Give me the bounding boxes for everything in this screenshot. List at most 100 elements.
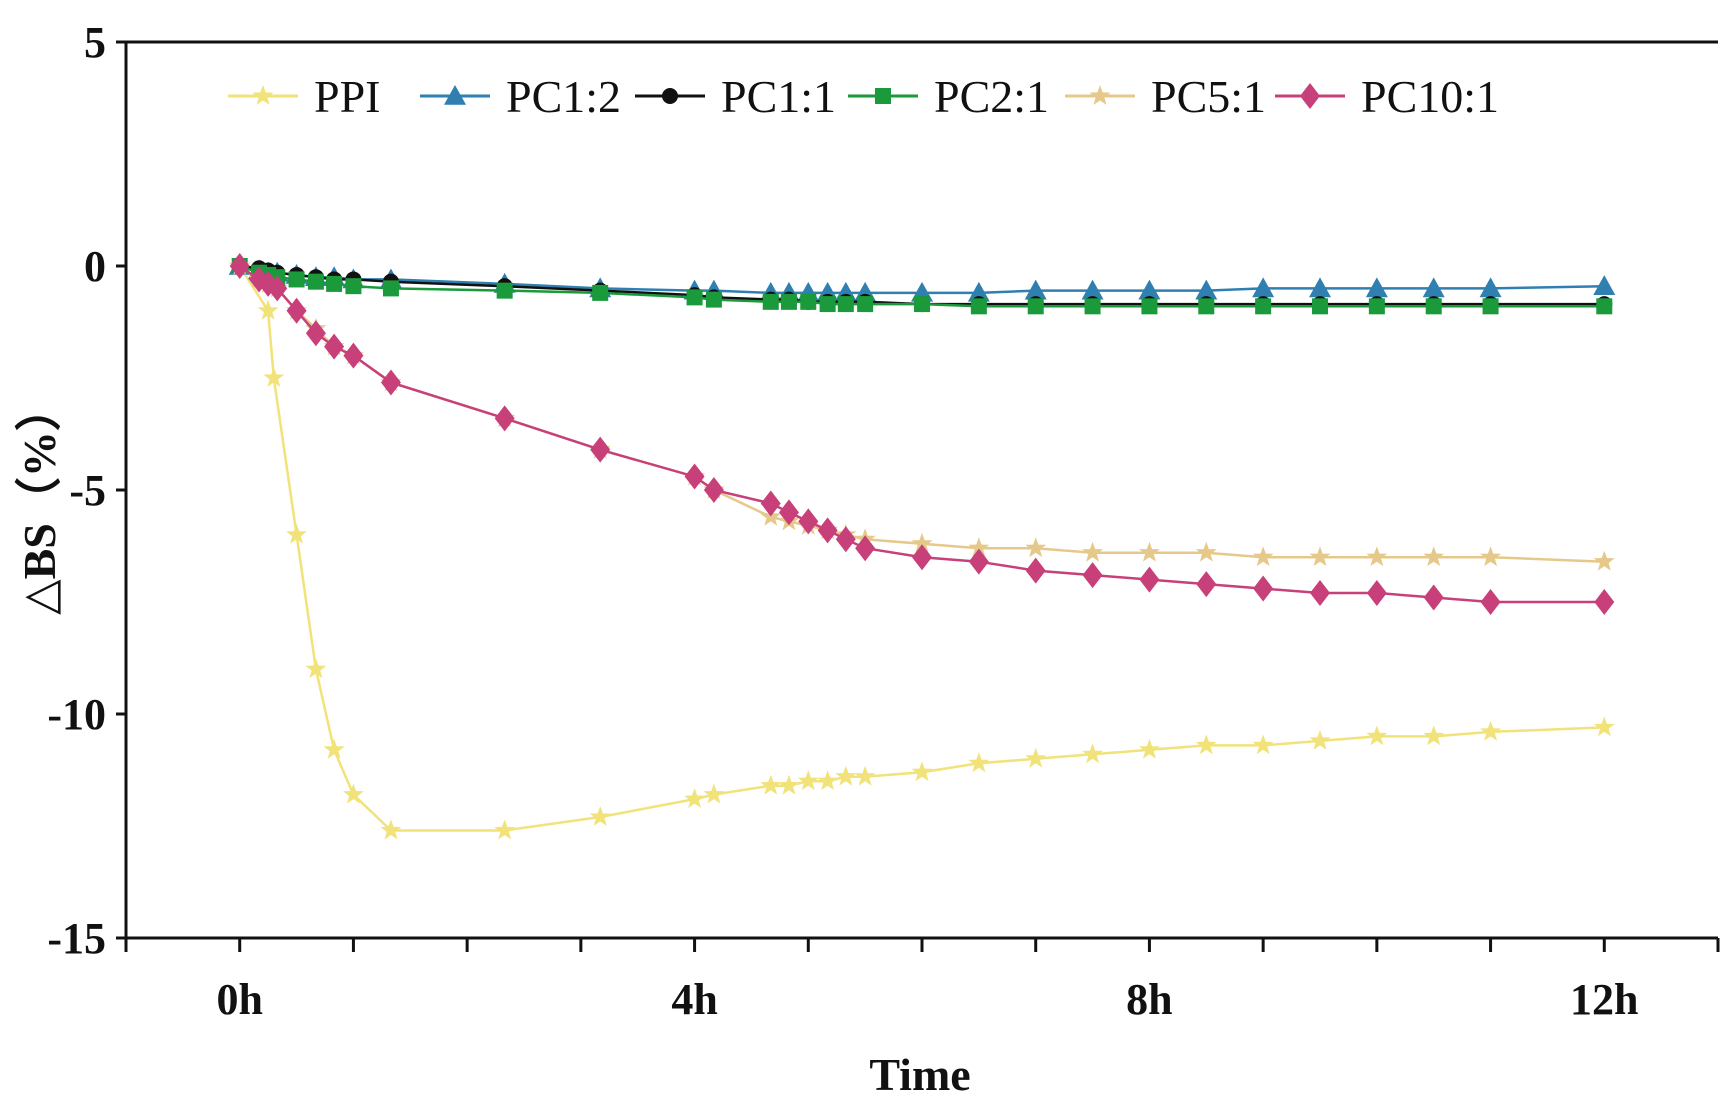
data-point-pc10-1 — [684, 463, 705, 490]
data-point-pc10-1 — [1082, 562, 1103, 589]
data-point-pc1-2 — [1252, 277, 1275, 298]
data-point-ppi — [1423, 725, 1445, 746]
data-point-pc2-1 — [288, 271, 305, 288]
data-point-ppi — [1593, 716, 1615, 737]
data-point-ppi — [778, 774, 800, 795]
legend-marker-pc10-1 — [1300, 83, 1320, 109]
data-point-pc2-1 — [1141, 298, 1158, 315]
data-point-pc10-1 — [968, 548, 989, 575]
data-point-ppi — [1480, 720, 1501, 741]
legend-item-pc1-1: PC1:1 — [635, 71, 836, 122]
legend-marker-pc2-1 — [875, 88, 891, 104]
data-point-pc2-1 — [914, 296, 930, 313]
data-point-pc2-1 — [592, 284, 609, 301]
data-point-pc2-1 — [1312, 298, 1328, 315]
legend-label-ppi: PPI — [314, 71, 380, 122]
data-point-pc2-1 — [837, 296, 854, 313]
data-point-ppi — [380, 819, 402, 840]
data-point-ppi — [1366, 725, 1388, 746]
data-point-pc5-1 — [1025, 537, 1047, 558]
y-tick-label: 5 — [84, 18, 106, 67]
data-point-pc2-1 — [1482, 298, 1499, 315]
legend-item-pc2-1: PC2:1 — [848, 71, 1049, 122]
data-point-pc2-1 — [307, 273, 324, 290]
data-point-ppi — [817, 770, 839, 791]
x-tick-label: 4h — [671, 975, 717, 1024]
data-point-pc10-1 — [380, 369, 401, 396]
data-point-pc2-1 — [1084, 298, 1101, 315]
data-point-pc1-2 — [1479, 277, 1502, 298]
data-point-pc2-1 — [686, 289, 703, 306]
data-point-ppi — [1082, 743, 1103, 764]
data-point-ppi — [854, 765, 876, 786]
x-axis-title: Time — [869, 1049, 970, 1100]
data-point-ppi — [968, 752, 990, 773]
data-point-pc10-1 — [855, 535, 876, 562]
data-point-pc10-1 — [590, 436, 611, 463]
data-point-pc10-1 — [760, 490, 781, 517]
x-tick-label: 0h — [216, 975, 262, 1024]
series-pc1-2 — [228, 255, 1616, 302]
legend: PPI PC1:2 PC1:1 PC2:1 PC5:1 PC10:1 — [228, 71, 1499, 122]
legend-item-pc10-1: PC10:1 — [1275, 71, 1499, 122]
axes: 5 0 -5 -10 -15 0h 4h 8h 12h — [47, 18, 1720, 1024]
data-point-pc5-1 — [968, 537, 990, 558]
data-point-ppi — [1139, 738, 1160, 759]
y-tick-label: 0 — [84, 242, 106, 291]
data-point-pc2-1 — [857, 296, 874, 313]
data-point-pc10-1 — [305, 320, 326, 347]
data-point-pc1-2 — [1309, 277, 1331, 298]
series-ppi — [229, 255, 1615, 840]
data-point-ppi — [760, 774, 782, 795]
data-point-pc1-2 — [1024, 279, 1047, 300]
data-point-pc5-1 — [1139, 541, 1160, 562]
data-point-pc1-2 — [1593, 275, 1616, 295]
y-tick-label: -5 — [69, 466, 106, 515]
data-point-pc5-1 — [1195, 541, 1217, 562]
data-point-pc10-1 — [1196, 571, 1217, 598]
data-point-ppi — [589, 806, 611, 826]
data-point-pc10-1 — [778, 499, 799, 526]
data-point-pc10-1 — [1253, 575, 1274, 602]
data-point-ppi — [1252, 734, 1274, 755]
data-point-pc5-1 — [1309, 546, 1331, 567]
data-point-pc10-1 — [798, 508, 819, 535]
data-point-pc10-1 — [343, 342, 364, 369]
data-point-pc10-1 — [286, 297, 307, 324]
legend-marker-pc1-2 — [444, 85, 466, 105]
data-point-pc2-1 — [496, 282, 513, 299]
data-point-pc2-1 — [326, 275, 343, 292]
data-point-pc10-1 — [324, 333, 345, 360]
data-point-pc5-1 — [1366, 546, 1388, 567]
data-point-pc10-1 — [912, 544, 932, 571]
legend-marker-ppi — [252, 85, 274, 105]
series-line-ppi — [238, 265, 1605, 832]
data-point-pc10-1 — [1310, 580, 1330, 607]
data-point-ppi — [323, 738, 345, 759]
data-point-ppi — [263, 367, 285, 387]
data-point-pc1-2 — [967, 281, 990, 302]
data-point-pc10-1 — [1480, 589, 1501, 615]
data-point-pc2-1 — [762, 293, 779, 310]
data-point-pc5-1 — [1423, 546, 1445, 567]
data-point-pc2-1 — [800, 293, 817, 310]
series-layer — [228, 253, 1616, 840]
data-point-pc10-1 — [1025, 557, 1046, 584]
data-point-ppi — [835, 765, 857, 786]
data-point-pc1-2 — [1195, 279, 1218, 300]
legend-label-pc2-1: PC2:1 — [934, 71, 1049, 122]
data-point-pc2-1 — [705, 291, 722, 308]
legend-label-pc1-1: PC1:1 — [721, 71, 836, 122]
y-tick-label: -15 — [47, 914, 106, 963]
data-point-ppi — [494, 819, 516, 840]
legend-item-pc1-2: PC1:2 — [420, 71, 621, 122]
data-point-pc10-1 — [494, 405, 515, 432]
data-point-ppi — [1195, 734, 1217, 755]
data-point-ppi — [305, 658, 327, 679]
data-point-pc5-1 — [911, 532, 933, 553]
data-point-pc2-1 — [382, 280, 399, 297]
data-point-ppi — [1309, 729, 1331, 750]
data-point-pc2-1 — [970, 298, 987, 315]
data-point-ppi — [703, 783, 725, 804]
